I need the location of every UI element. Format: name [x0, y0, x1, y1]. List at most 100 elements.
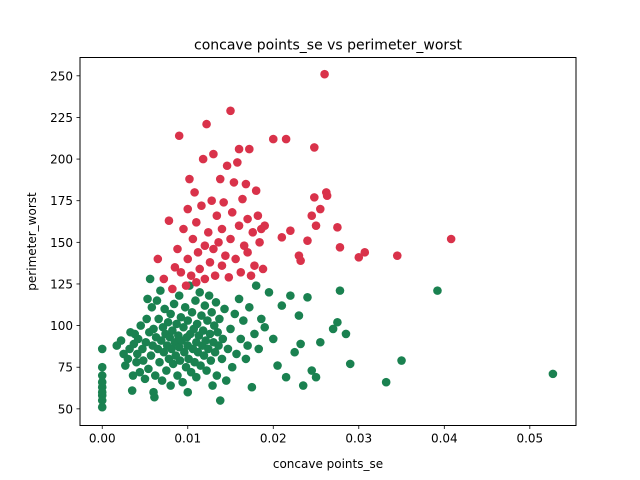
- data-point-s0-126: [223, 344, 233, 354]
- data-point-s1-79: [333, 223, 342, 232]
- data-point-s1-51: [241, 179, 251, 189]
- data-point-s0-60: [167, 344, 176, 354]
- data-point-s0-71: [175, 356, 185, 365]
- data-point-s1-64: [268, 134, 278, 144]
- data-point-s0-48: [157, 376, 167, 385]
- data-point-s0-51: [160, 304, 169, 314]
- data-point-s0-141: [257, 314, 266, 324]
- data-point-s1-71: [307, 211, 317, 220]
- data-point-s0-125: [221, 376, 231, 385]
- y-tick-label: 100: [50, 319, 73, 333]
- data-point-s0-120: [215, 314, 224, 324]
- y-tick-label: 50: [58, 402, 73, 416]
- data-point-s0-161: [345, 359, 355, 369]
- data-point-s0-75: [179, 322, 188, 332]
- data-point-s0-119: [214, 341, 223, 350]
- data-point-s1-75: [316, 204, 325, 214]
- data-point-s1-26: [205, 258, 215, 267]
- data-point-s0-74: [178, 377, 187, 387]
- data-point-s0-127: [226, 324, 235, 334]
- data-point-s1-30: [210, 271, 220, 280]
- data-point-s1-82: [360, 248, 370, 257]
- data-point-s1-18: [193, 248, 203, 257]
- data-point-s1-19: [195, 264, 205, 274]
- data-point-s0-87: [187, 307, 197, 317]
- x-tick-label: 0.02: [260, 432, 287, 446]
- data-point-s0-94: [192, 319, 202, 329]
- data-point-s1-32: [214, 238, 223, 247]
- data-point-s1-11: [183, 254, 193, 264]
- data-point-s0-164: [433, 286, 442, 295]
- data-point-s0-46: [156, 286, 165, 295]
- y-tick-label: 250: [50, 69, 73, 83]
- data-point-s0-22: [133, 334, 143, 344]
- data-point-s0-50: [159, 347, 169, 357]
- data-point-s0-160: [341, 329, 351, 339]
- data-point-s0-124: [220, 304, 229, 314]
- data-point-s0-93: [192, 372, 201, 382]
- data-point-s0-76: [180, 347, 189, 357]
- data-point-s0-143: [264, 287, 274, 297]
- data-point-s1-25: [203, 228, 213, 237]
- data-point-s1-1: [159, 274, 169, 284]
- data-point-s0-31: [144, 364, 153, 374]
- data-point-s1-45: [233, 158, 242, 167]
- data-point-s0-103: [200, 301, 210, 310]
- data-point-s0-151: [296, 339, 305, 349]
- data-point-s0-66: [172, 319, 181, 329]
- y-axis-label: perimeter_worst: [25, 192, 39, 291]
- data-point-s0-35: [147, 302, 157, 312]
- data-point-s1-8: [179, 224, 188, 234]
- data-point-s0-44: [154, 314, 163, 324]
- data-point-s0-59: [166, 309, 175, 319]
- data-point-s1-65: [277, 233, 287, 242]
- data-point-s1-55: [246, 271, 256, 280]
- data-point-s0-121: [215, 396, 225, 405]
- data-point-s0-98: [196, 361, 205, 370]
- data-point-s1-84: [446, 234, 456, 244]
- data-point-s1-2: [164, 216, 174, 225]
- y-tick-label: 125: [50, 277, 73, 291]
- data-point-s1-52: [243, 248, 252, 257]
- data-point-s0-111: [207, 307, 216, 317]
- data-point-s0-58: [166, 381, 175, 390]
- x-tick-label: 0.00: [89, 432, 116, 446]
- data-point-s1-29: [209, 244, 218, 254]
- data-point-s0-72: [176, 312, 186, 322]
- data-point-s1-56: [248, 228, 258, 237]
- data-point-s0-77: [180, 302, 190, 312]
- data-point-s1-3: [168, 284, 177, 294]
- data-point-s0-152: [298, 381, 308, 390]
- data-point-s0-145: [273, 361, 282, 370]
- data-point-s0-42: [152, 296, 162, 305]
- data-point-s0-105: [202, 366, 211, 375]
- data-point-s0-129: [230, 309, 240, 319]
- data-point-s0-82: [183, 316, 193, 325]
- data-point-s0-123: [218, 334, 228, 344]
- data-point-s0-107: [203, 344, 213, 354]
- data-point-s0-130: [232, 349, 241, 359]
- data-point-s0-137: [247, 382, 257, 392]
- data-point-s0-134: [241, 354, 251, 364]
- data-point-s1-10: [183, 204, 193, 214]
- data-point-s0-118: [213, 327, 222, 337]
- data-point-s0-157: [328, 324, 338, 334]
- data-point-s0-63: [169, 299, 179, 309]
- data-point-s0-139: [251, 281, 261, 290]
- data-point-s1-35: [217, 224, 227, 234]
- data-point-s0-55: [163, 317, 173, 327]
- data-point-s1-57: [250, 261, 259, 270]
- data-point-s0-131: [234, 294, 244, 304]
- data-point-s0-133: [239, 316, 248, 325]
- data-point-s0-7: [97, 362, 107, 372]
- data-point-s0-158: [333, 317, 342, 327]
- data-point-s0-10: [116, 336, 126, 345]
- data-point-s0-29: [142, 314, 151, 324]
- data-point-s0-99: [197, 311, 206, 320]
- data-point-s1-53: [243, 214, 252, 224]
- data-point-s1-31: [212, 211, 222, 220]
- data-point-s1-36: [219, 198, 228, 207]
- data-point-s0-155: [311, 372, 321, 382]
- data-point-s1-54: [245, 144, 254, 154]
- data-point-s0-148: [286, 291, 295, 300]
